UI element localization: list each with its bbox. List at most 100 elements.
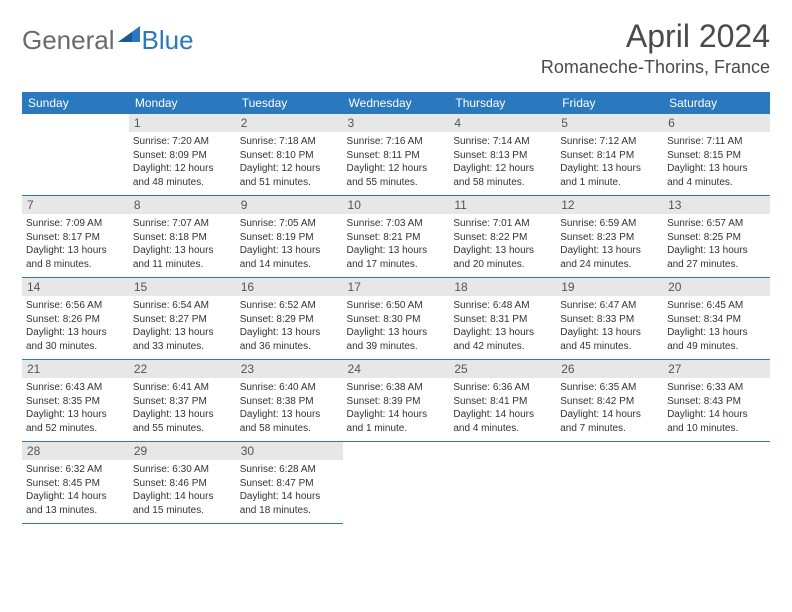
sunset-text: Sunset: 8:41 PM	[453, 395, 552, 409]
sunset-text: Sunset: 8:17 PM	[26, 231, 125, 245]
sunset-text: Sunset: 8:47 PM	[240, 477, 339, 491]
sunrise-text: Sunrise: 7:05 AM	[240, 217, 339, 231]
day-number: 9	[236, 196, 343, 214]
sunset-text: Sunset: 8:18 PM	[133, 231, 232, 245]
sunset-text: Sunset: 8:26 PM	[26, 313, 125, 327]
day-number: 28	[22, 442, 129, 460]
sunset-text: Sunset: 8:30 PM	[347, 313, 446, 327]
day-number: 18	[449, 278, 556, 296]
sunrise-text: Sunrise: 6:45 AM	[667, 299, 766, 313]
sunset-text: Sunset: 8:38 PM	[240, 395, 339, 409]
day-header: Friday	[556, 92, 663, 114]
day-info: Sunrise: 6:52 AMSunset: 8:29 PMDaylight:…	[240, 299, 339, 353]
day-info: Sunrise: 6:28 AMSunset: 8:47 PMDaylight:…	[240, 463, 339, 517]
location-label: Romaneche-Thorins, France	[541, 57, 770, 78]
daylight-text: Daylight: 13 hours and 30 minutes.	[26, 326, 125, 353]
calendar-cell: 23 Sunrise: 6:40 AMSunset: 8:38 PMDayligh…	[236, 360, 343, 442]
sunrise-text: Sunrise: 6:54 AM	[133, 299, 232, 313]
calendar-page: General Blue April 2024 Romaneche-Thorin…	[0, 0, 792, 542]
calendar-cell: 16Sunrise: 6:52 AMSunset: 8:29 PMDayligh…	[236, 278, 343, 360]
daylight-text: Daylight: 13 hours and 17 minutes.	[347, 244, 446, 271]
day-number: 17	[343, 278, 450, 296]
daylight-text: Daylight: 13 hours and 52 minutes.	[26, 408, 125, 435]
daylight-text: Daylight: 12 hours and 51 minutes.	[240, 162, 339, 189]
calendar-cell	[449, 442, 556, 524]
sunset-text: Sunset: 8:33 PM	[560, 313, 659, 327]
sunrise-text: Sunrise: 6:33 AM	[667, 381, 766, 395]
daylight-text: Daylight: 13 hours and 14 minutes.	[240, 244, 339, 271]
calendar-row: 21Sunrise: 6:43 AMSunset: 8:35 PMDayligh…	[22, 360, 770, 442]
sunset-text: Sunset: 8:27 PM	[133, 313, 232, 327]
day-info: Sunrise: 7:12 AMSunset: 8:14 PMDaylight:…	[560, 135, 659, 189]
calendar-cell: 29Sunrise: 6:30 AMSunset: 8:46 PMDayligh…	[129, 442, 236, 524]
day-info: Sunrise: 6:45 AMSunset: 8:34 PMDaylight:…	[667, 299, 766, 353]
sunrise-text: Sunrise: 7:20 AM	[133, 135, 232, 149]
calendar-cell: 11Sunrise: 7:01 AMSunset: 8:22 PMDayligh…	[449, 196, 556, 278]
day-number: 27	[663, 360, 770, 378]
calendar-cell: 30Sunrise: 6:28 AMSunset: 8:47 PMDayligh…	[236, 442, 343, 524]
sunset-text: Sunset: 8:23 PM	[560, 231, 659, 245]
logo-text-general: General	[22, 25, 115, 56]
daylight-text: Daylight: 13 hours and 42 minutes.	[453, 326, 552, 353]
sunset-text: Sunset: 8:34 PM	[667, 313, 766, 327]
sunrise-text: Sunrise: 6:48 AM	[453, 299, 552, 313]
day-info: Sunrise: 6:59 AMSunset: 8:23 PMDaylight:…	[560, 217, 659, 271]
day-number: 22	[129, 360, 236, 378]
day-number: 15	[129, 278, 236, 296]
daylight-text: Daylight: 14 hours and 4 minutes.	[453, 408, 552, 435]
sunset-text: Sunset: 8:19 PM	[240, 231, 339, 245]
title-block: April 2024 Romaneche-Thorins, France	[541, 18, 770, 78]
sunset-text: Sunset: 8:35 PM	[26, 395, 125, 409]
day-info: Sunrise: 6:40 AMSunset: 8:38 PMDaylight:…	[240, 381, 339, 435]
sunset-text: Sunset: 8:14 PM	[560, 149, 659, 163]
day-number: 26	[556, 360, 663, 378]
daylight-text: Daylight: 14 hours and 15 minutes.	[133, 490, 232, 517]
sunrise-text: Sunrise: 6:50 AM	[347, 299, 446, 313]
day-number: 21	[22, 360, 129, 378]
calendar-cell: 14 Sunrise: 6:56 AMSunset: 8:26 PMDayligh…	[22, 278, 129, 360]
daylight-text: Daylight: 12 hours and 48 minutes.	[133, 162, 232, 189]
daylight-text: Daylight: 13 hours and 8 minutes.	[26, 244, 125, 271]
calendar-cell	[343, 442, 450, 524]
daylight-text: Daylight: 13 hours and 20 minutes.	[453, 244, 552, 271]
daylight-text: Daylight: 13 hours and 39 minutes.	[347, 326, 446, 353]
day-info: Sunrise: 6:41 AMSunset: 8:37 PMDaylight:…	[133, 381, 232, 435]
calendar-cell: 25 Sunrise: 6:36 AMSunset: 8:41 PMDayligh…	[449, 360, 556, 442]
day-number: 11	[449, 196, 556, 214]
sunrise-text: Sunrise: 6:38 AM	[347, 381, 446, 395]
day-header: Wednesday	[343, 92, 450, 114]
day-info: Sunrise: 6:56 AMSunset: 8:26 PMDaylight:…	[26, 299, 125, 353]
day-number: 1	[129, 114, 236, 132]
sunrise-text: Sunrise: 7:12 AM	[560, 135, 659, 149]
calendar-cell: 10Sunrise: 7:03 AMSunset: 8:21 PMDayligh…	[343, 196, 450, 278]
sunrise-text: Sunrise: 7:14 AM	[453, 135, 552, 149]
sunrise-text: Sunrise: 6:52 AM	[240, 299, 339, 313]
sunrise-text: Sunrise: 7:16 AM	[347, 135, 446, 149]
sunset-text: Sunset: 8:22 PM	[453, 231, 552, 245]
day-info: Sunrise: 6:36 AMSunset: 8:41 PMDaylight:…	[453, 381, 552, 435]
daylight-text: Daylight: 13 hours and 36 minutes.	[240, 326, 339, 353]
day-number: 23	[236, 360, 343, 378]
day-header: Monday	[129, 92, 236, 114]
day-number: 5	[556, 114, 663, 132]
day-number: 12	[556, 196, 663, 214]
sunset-text: Sunset: 8:11 PM	[347, 149, 446, 163]
day-number: 14	[22, 278, 129, 296]
daylight-text: Daylight: 12 hours and 58 minutes.	[453, 162, 552, 189]
sunset-text: Sunset: 8:42 PM	[560, 395, 659, 409]
day-number: 2	[236, 114, 343, 132]
calendar-cell: 24Sunrise: 6:38 AMSunset: 8:39 PMDayligh…	[343, 360, 450, 442]
day-info: Sunrise: 6:57 AMSunset: 8:25 PMDaylight:…	[667, 217, 766, 271]
calendar-cell	[556, 442, 663, 524]
calendar-row: 7Sunrise: 7:09 AMSunset: 8:17 PMDaylight…	[22, 196, 770, 278]
day-number: 25	[449, 360, 556, 378]
logo: General Blue	[22, 24, 194, 57]
calendar-cell: 17 Sunrise: 6:50 AMSunset: 8:30 PMDayligh…	[343, 278, 450, 360]
calendar-row: 1Sunrise: 7:20 AMSunset: 8:09 PMDaylight…	[22, 114, 770, 196]
day-number: 4	[449, 114, 556, 132]
day-info: Sunrise: 6:47 AMSunset: 8:33 PMDaylight:…	[560, 299, 659, 353]
calendar-cell: 3Sunrise: 7:16 AMSunset: 8:11 PMDaylight…	[343, 114, 450, 196]
daylight-text: Daylight: 13 hours and 33 minutes.	[133, 326, 232, 353]
calendar-cell: 13Sunrise: 6:57 AMSunset: 8:25 PMDayligh…	[663, 196, 770, 278]
day-info: Sunrise: 6:32 AMSunset: 8:45 PMDaylight:…	[26, 463, 125, 517]
